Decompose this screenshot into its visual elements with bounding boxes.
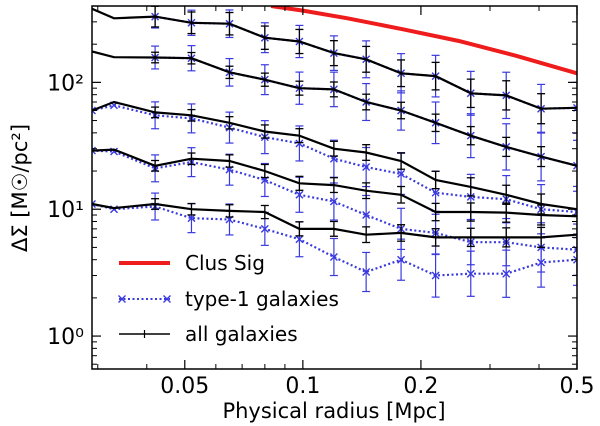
type1-marker bbox=[260, 224, 269, 233]
type1-marker bbox=[502, 269, 511, 278]
type1-marker bbox=[187, 214, 196, 223]
type1-line-3 bbox=[92, 149, 577, 251]
clus-sig-line bbox=[270, 6, 577, 76]
type1-line-4 bbox=[92, 202, 577, 277]
y-tick-label: 10¹ bbox=[47, 198, 84, 223]
legend-label: type-1 galaxies bbox=[185, 287, 339, 311]
type1-marker bbox=[329, 253, 338, 262]
type1-marker bbox=[397, 169, 406, 178]
type1-marker bbox=[295, 235, 304, 244]
legend: Clus Sig type-1 galaxies all galaxies bbox=[118, 251, 339, 346]
plot-frame bbox=[91, 5, 578, 370]
x-tick-label: 0.2 bbox=[403, 374, 438, 399]
x-tick-label: 0.1 bbox=[285, 374, 320, 399]
legend-label: all galaxies bbox=[185, 322, 298, 346]
y-tick-label: 10⁰ bbox=[47, 325, 84, 350]
type1-marker bbox=[362, 211, 371, 220]
type1-line-2 bbox=[92, 104, 577, 214]
type1-marker bbox=[431, 271, 440, 280]
x-tick-label: 0.05 bbox=[160, 374, 209, 399]
ticks-layer: 0.05 0.1 0.2 0.5 10⁰ 10¹ 10² bbox=[47, 5, 595, 399]
type1-marker bbox=[295, 190, 304, 199]
x-tick-label: 0.5 bbox=[560, 374, 595, 399]
x-axis-title: Physical radius [Mpc] bbox=[222, 399, 445, 423]
type1-marker bbox=[431, 188, 440, 197]
type1-marker bbox=[295, 139, 304, 148]
type1-marker bbox=[362, 163, 371, 172]
type1-marker bbox=[466, 269, 475, 278]
type1-marker bbox=[573, 161, 577, 170]
y-tick-label: 10² bbox=[47, 71, 84, 96]
legend-label: Clus Sig bbox=[185, 251, 265, 275]
type1-marker bbox=[362, 267, 371, 276]
legend-marker-type1 bbox=[163, 295, 171, 303]
series-layer bbox=[92, 6, 577, 298]
type1-marker bbox=[92, 199, 96, 208]
y-axis-title: ΔΣ [M☉/pc²] bbox=[8, 124, 32, 252]
legend-marker-type1 bbox=[118, 295, 126, 303]
type1-marker bbox=[397, 255, 406, 264]
type1-marker bbox=[466, 192, 475, 201]
type1-marker bbox=[92, 106, 96, 115]
type1-marker bbox=[537, 258, 546, 267]
type1-marker bbox=[573, 255, 577, 264]
type1-marker bbox=[329, 197, 338, 206]
